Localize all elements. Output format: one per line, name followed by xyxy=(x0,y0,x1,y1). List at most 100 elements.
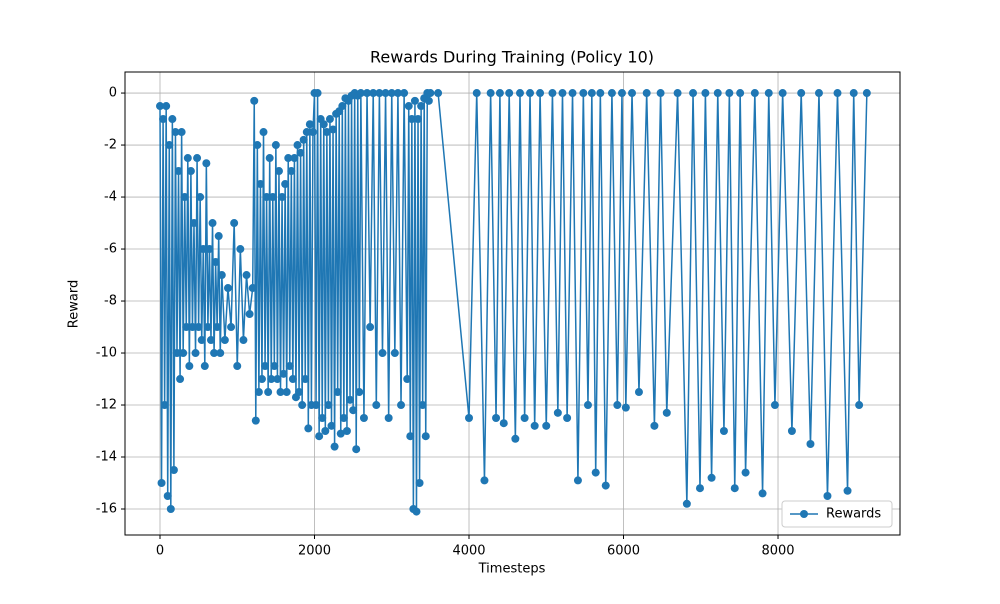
point xyxy=(536,89,545,98)
point xyxy=(205,245,214,254)
point xyxy=(764,89,773,98)
point xyxy=(284,154,293,163)
point xyxy=(650,421,659,430)
point xyxy=(695,484,704,493)
point xyxy=(199,245,208,254)
x-tick-label: 6000 xyxy=(607,544,640,559)
point xyxy=(282,388,291,397)
point xyxy=(349,406,358,415)
point xyxy=(186,167,195,176)
point xyxy=(194,323,203,332)
point xyxy=(855,401,864,410)
point xyxy=(245,310,254,319)
y-tick-label: -16 xyxy=(96,502,117,517)
point xyxy=(548,89,557,98)
point xyxy=(227,323,236,332)
y-tick-label: -2 xyxy=(104,138,117,153)
legend-marker xyxy=(800,510,808,518)
point xyxy=(587,89,596,98)
point xyxy=(324,401,333,410)
point xyxy=(172,349,181,358)
point xyxy=(359,414,368,423)
point xyxy=(270,362,279,371)
point xyxy=(268,193,277,202)
point xyxy=(426,89,435,98)
point xyxy=(806,440,815,449)
y-tick-label: -14 xyxy=(96,450,117,465)
point xyxy=(563,414,572,423)
point xyxy=(223,284,232,293)
point xyxy=(220,336,229,345)
point xyxy=(253,141,262,150)
point xyxy=(390,349,399,358)
point xyxy=(301,375,310,384)
point xyxy=(843,486,852,495)
point xyxy=(165,141,174,150)
point xyxy=(520,414,529,423)
point xyxy=(171,128,180,137)
point xyxy=(211,258,220,267)
point xyxy=(378,349,387,358)
point xyxy=(418,401,427,410)
point xyxy=(412,507,421,516)
point xyxy=(274,167,283,176)
point xyxy=(233,362,242,371)
point xyxy=(265,154,274,163)
point xyxy=(250,96,259,105)
point xyxy=(264,388,273,397)
point xyxy=(505,89,514,98)
point xyxy=(208,219,217,228)
point xyxy=(162,102,171,111)
point xyxy=(273,375,282,384)
point xyxy=(583,401,592,410)
y-axis-label: Reward xyxy=(67,280,82,328)
point xyxy=(288,375,297,384)
point xyxy=(495,89,504,98)
point xyxy=(486,89,495,98)
point xyxy=(579,89,588,98)
point xyxy=(305,120,314,129)
point xyxy=(230,219,239,228)
point xyxy=(573,476,582,485)
point xyxy=(730,484,739,493)
point xyxy=(758,489,767,498)
point xyxy=(210,349,219,358)
point xyxy=(193,154,202,163)
point xyxy=(403,375,412,384)
point xyxy=(312,401,321,410)
y-tick-label: -4 xyxy=(104,190,117,205)
point xyxy=(797,89,806,98)
point xyxy=(200,362,209,371)
point xyxy=(160,401,169,410)
point xyxy=(407,115,416,124)
point xyxy=(375,89,384,98)
point xyxy=(169,466,178,475)
point xyxy=(363,89,372,98)
point xyxy=(256,180,265,189)
point xyxy=(823,492,832,501)
point xyxy=(318,414,327,423)
point xyxy=(530,421,539,430)
point xyxy=(302,128,311,137)
axes-frame xyxy=(124,71,901,536)
point xyxy=(157,479,166,488)
point xyxy=(308,128,317,137)
point xyxy=(634,388,643,397)
point xyxy=(434,89,443,98)
point xyxy=(568,89,577,98)
point xyxy=(355,388,364,397)
x-tick-label: 2000 xyxy=(298,544,331,559)
point xyxy=(725,89,734,98)
point xyxy=(465,414,474,423)
point xyxy=(480,476,489,485)
point xyxy=(267,375,276,384)
point xyxy=(787,427,796,436)
point xyxy=(689,89,698,98)
point xyxy=(356,89,365,98)
point xyxy=(591,468,600,477)
point xyxy=(313,89,322,98)
point xyxy=(472,89,481,98)
point xyxy=(613,401,622,410)
point xyxy=(166,505,175,514)
